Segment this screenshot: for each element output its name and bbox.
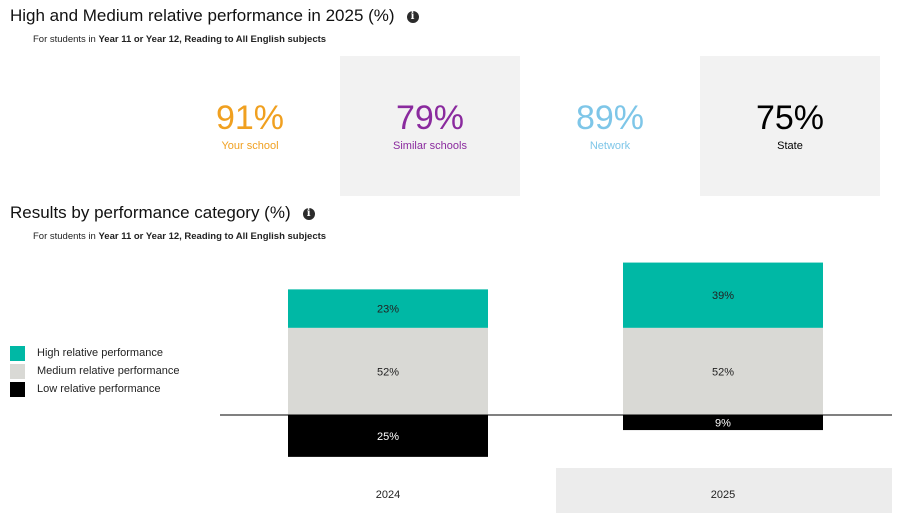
kpi-title-text: High and Medium relative performance in … <box>10 6 395 25</box>
kpi-card-similar-schools: 79% Similar schools <box>340 56 520 196</box>
info-icon[interactable]: i <box>302 208 315 220</box>
subtitle-prefix: For students in <box>33 231 99 242</box>
data-label-low-2025: 9% <box>715 418 731 430</box>
bar-high-2025[interactable] <box>623 262 823 328</box>
kpi-section-subtitle: For students in Year 11 or Year 12, Read… <box>33 34 326 45</box>
legend-item-low[interactable]: Low relative performance <box>10 380 179 398</box>
chart-section-subtitle: For students in Year 11 or Year 12, Read… <box>33 231 326 242</box>
x-tick-label-2025: 2025 <box>711 489 735 501</box>
data-label-high-2025: 39% <box>712 290 734 302</box>
subtitle-prefix: For students in <box>33 34 99 45</box>
bar-high-2024[interactable] <box>288 289 488 328</box>
kpi-card-state: 75% State <box>700 56 880 196</box>
legend-item-high[interactable]: High relative performance <box>10 344 179 362</box>
kpi-value: 91% <box>215 99 285 137</box>
category-band-highlight <box>556 468 892 513</box>
data-label-medium-2024: 52% <box>377 366 399 378</box>
bar-low-2025[interactable] <box>623 415 823 431</box>
kpi-card-your-school: 91% Your school <box>160 56 340 196</box>
data-label-low-2024: 25% <box>377 431 399 443</box>
kpi-label: State <box>777 140 803 152</box>
kpi-value: 75% <box>755 99 825 137</box>
legend-swatch <box>10 345 25 361</box>
chart-section-title: Results by performance category (%) i <box>10 203 315 223</box>
kpi-value: 79% <box>395 99 465 137</box>
x-tick-label-2024: 2024 <box>376 489 400 501</box>
kpi-label: Your school <box>221 140 279 152</box>
bar-low-2024[interactable] <box>288 415 488 457</box>
legend-swatch <box>10 363 25 379</box>
data-label-high-2024: 23% <box>377 304 399 316</box>
info-icon[interactable]: i <box>406 11 419 23</box>
legend-swatch <box>10 381 25 397</box>
data-label-medium-2025: 52% <box>712 366 734 378</box>
legend-label: Low relative performance <box>37 383 161 395</box>
kpi-value: 89% <box>575 99 645 137</box>
subtitle-bold: Year 11 or Year 12, Reading to All Engli… <box>98 231 327 242</box>
kpi-label: Network <box>589 140 631 152</box>
legend-label: High relative performance <box>37 347 163 359</box>
kpi-section-title: High and Medium relative performance in … <box>10 6 419 26</box>
legend-label: Medium relative performance <box>37 365 180 377</box>
bar-medium-2025[interactable] <box>623 327 823 415</box>
legend-item-medium[interactable]: Medium relative performance <box>10 362 179 380</box>
chart-title-text: Results by performance category (%) <box>10 203 291 222</box>
chart-legend: High relative performance Medium relativ… <box>10 344 179 398</box>
subtitle-bold: Year 11 or Year 12, Reading to All Engli… <box>98 34 327 45</box>
bar-medium-2024[interactable] <box>288 327 488 415</box>
kpi-label: Similar schools <box>393 140 467 152</box>
kpi-card-network: 89% Network <box>520 56 700 196</box>
